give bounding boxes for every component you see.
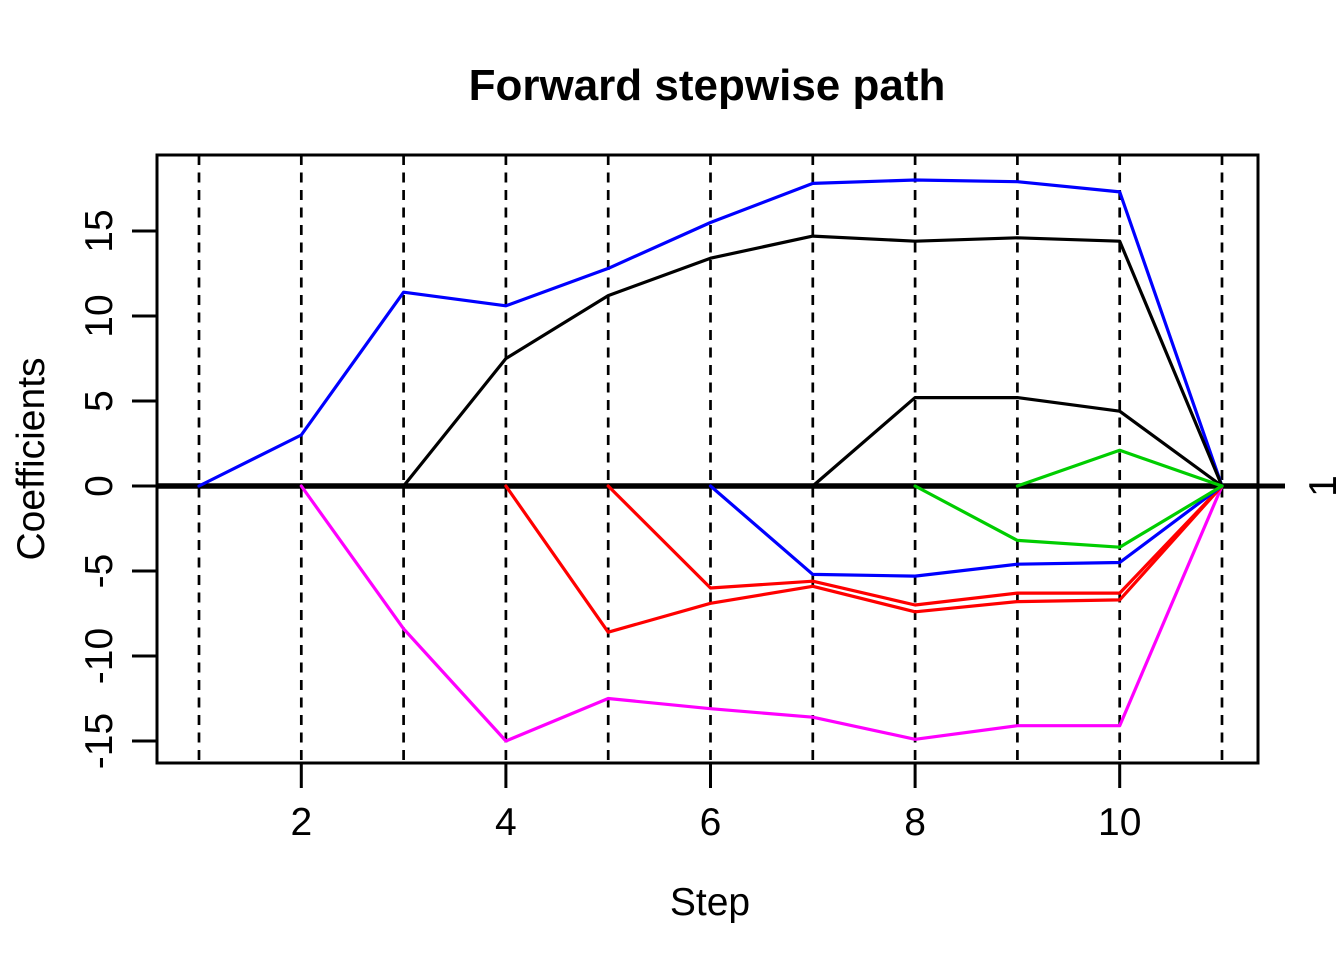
coef-blue-upper-line [197,178,1224,488]
x-axis-ticks [299,763,1122,788]
coef-blue-lower-line [708,484,1224,578]
step-guide-lines [197,155,1224,763]
y-axis-label: Coefficients [10,357,53,560]
x-tick-label: 6 [700,801,722,844]
y-tick-label: -15 [78,713,121,769]
coef-red-2-line [606,484,1224,607]
coef-black-lower-line [811,396,1224,488]
y-axis-tick-labels: -15 -10 -5 0 5 10 15 [78,209,121,769]
coef-red-1-line [504,484,1224,634]
y-tick-label: 15 [78,209,121,252]
y-tick-label: 10 [78,294,121,337]
coefficient-paths [197,178,1224,743]
x-tick-label: 10 [1098,801,1141,844]
y-tick-label: 0 [78,475,121,497]
x-tick-label: 2 [290,801,312,844]
chart-title: Forward stepwise path [469,61,946,110]
y-axis-ticks [132,229,157,743]
y-tick-label: -10 [78,628,121,684]
coef-green-upper-line [1015,448,1224,488]
x-axis-tick-labels: 2 4 6 8 10 [290,801,1141,844]
coef-green-lower-line [913,484,1224,549]
y-tick-label: 5 [78,390,121,412]
x-tick-label: 4 [495,801,517,844]
plot-border-box [155,153,1260,765]
right-axis-label: 1 [1302,475,1344,497]
x-axis-label: Step [670,881,750,924]
coef-black-upper-line [402,234,1224,488]
coef-magenta-line [299,484,1224,743]
y-tick-label: -5 [78,554,121,589]
x-tick-label: 8 [904,801,926,844]
